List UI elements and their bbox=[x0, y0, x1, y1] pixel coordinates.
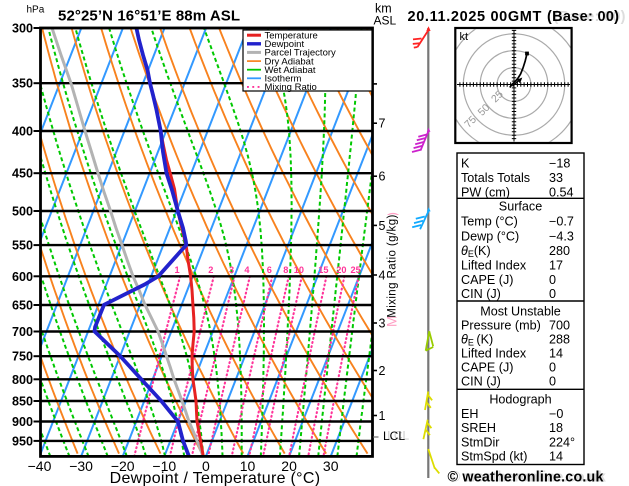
svg-text:700: 700 bbox=[12, 325, 33, 339]
svg-text:30: 30 bbox=[323, 458, 339, 474]
svg-text:400: 400 bbox=[12, 125, 33, 139]
svg-text:350: 350 bbox=[12, 77, 33, 91]
svg-text:800: 800 bbox=[12, 373, 33, 387]
svg-text:PW (cm): PW (cm) bbox=[461, 186, 510, 200]
svg-text:3: 3 bbox=[229, 265, 234, 275]
svg-text:6: 6 bbox=[379, 170, 386, 184]
svg-text:EH: EH bbox=[461, 407, 479, 421]
svg-text:300: 300 bbox=[12, 22, 33, 36]
svg-text:750: 750 bbox=[12, 350, 33, 364]
svg-text:θE(K): θE(K) bbox=[461, 244, 491, 259]
svg-text:CIN (J): CIN (J) bbox=[461, 287, 501, 301]
svg-text:kt: kt bbox=[460, 31, 469, 43]
svg-text:−40: −40 bbox=[28, 458, 52, 474]
svg-text:2: 2 bbox=[379, 364, 386, 378]
svg-text:Surface: Surface bbox=[499, 200, 542, 214]
svg-text:−18: −18 bbox=[549, 157, 570, 171]
svg-text:−20: −20 bbox=[111, 458, 135, 474]
svg-text:Dewp (°C): Dewp (°C) bbox=[461, 230, 519, 244]
svg-text:224°: 224° bbox=[549, 436, 575, 450]
svg-text:17: 17 bbox=[549, 259, 563, 273]
svg-text:0: 0 bbox=[549, 375, 556, 389]
svg-text:θE (K): θE (K) bbox=[461, 333, 493, 348]
svg-text:CAPE (J): CAPE (J) bbox=[461, 361, 513, 375]
svg-text:0.54: 0.54 bbox=[549, 186, 574, 200]
svg-text:(Base: 00): (Base: 00) bbox=[554, 9, 626, 25]
svg-text:−0: −0 bbox=[549, 407, 563, 421]
svg-text:−0.7: −0.7 bbox=[549, 215, 574, 229]
svg-text:−4.3: −4.3 bbox=[549, 230, 574, 244]
svg-text:Lifted Index: Lifted Index bbox=[461, 259, 527, 273]
svg-text:−30: −30 bbox=[69, 458, 93, 474]
svg-text:500: 500 bbox=[12, 205, 33, 219]
svg-text:14: 14 bbox=[549, 450, 563, 464]
svg-text:5: 5 bbox=[379, 219, 386, 233]
svg-text:950: 950 bbox=[12, 434, 33, 448]
svg-text:0: 0 bbox=[549, 361, 556, 375]
svg-text:850: 850 bbox=[12, 395, 33, 409]
svg-text:1: 1 bbox=[175, 265, 180, 275]
svg-text:Lifted Index: Lifted Index bbox=[461, 347, 527, 361]
svg-text:Most Unstable: Most Unstable bbox=[480, 305, 561, 319]
svg-text:3: 3 bbox=[379, 317, 386, 331]
svg-text:StmDir: StmDir bbox=[461, 436, 499, 450]
svg-text:4: 4 bbox=[244, 265, 250, 275]
svg-text:10: 10 bbox=[294, 265, 304, 275]
svg-text:0: 0 bbox=[202, 458, 210, 474]
svg-text:33: 33 bbox=[549, 171, 563, 185]
svg-text:1: 1 bbox=[379, 409, 386, 423]
svg-text:20: 20 bbox=[336, 265, 346, 275]
svg-text:Totals Totals: Totals Totals bbox=[461, 171, 530, 185]
svg-text:25: 25 bbox=[350, 265, 360, 275]
svg-text:Pressure (mb): Pressure (mb) bbox=[461, 319, 541, 333]
svg-text:km: km bbox=[375, 2, 392, 16]
svg-text:Wet Adiabat: Wet Adiabat bbox=[265, 65, 316, 76]
svg-text:K: K bbox=[461, 157, 470, 171]
svg-text:Dewpoint / Temperature (°C): Dewpoint / Temperature (°C) bbox=[110, 470, 321, 486]
svg-text:900: 900 bbox=[12, 415, 33, 429]
svg-text:0: 0 bbox=[549, 287, 556, 301]
svg-text:15: 15 bbox=[318, 265, 328, 275]
svg-text:LCL: LCL bbox=[383, 429, 405, 443]
svg-text:Parcel Trajectory: Parcel Trajectory bbox=[265, 48, 337, 59]
svg-text:ASL: ASL bbox=[374, 14, 397, 28]
svg-text:6: 6 bbox=[267, 265, 272, 275]
svg-text:Mixing Ratio (g/kg): Mixing Ratio (g/kg) bbox=[387, 214, 399, 317]
svg-text:CAPE (J): CAPE (J) bbox=[461, 273, 513, 287]
svg-text:700: 700 bbox=[549, 319, 570, 333]
svg-text:450: 450 bbox=[12, 167, 33, 181]
svg-text:Isotherm: Isotherm bbox=[265, 74, 302, 85]
svg-text:Dewpoint: Dewpoint bbox=[265, 39, 305, 50]
svg-text:Temperature: Temperature bbox=[265, 31, 318, 42]
svg-text:52°25’N 16°51’E 88m ASL: 52°25’N 16°51’E 88m ASL bbox=[58, 8, 240, 25]
svg-text:8: 8 bbox=[283, 265, 288, 275]
svg-text:Hodograph: Hodograph bbox=[489, 393, 551, 407]
svg-text:20: 20 bbox=[281, 458, 297, 474]
svg-text:0: 0 bbox=[549, 273, 556, 287]
svg-text:550: 550 bbox=[12, 239, 33, 253]
svg-text:4: 4 bbox=[379, 269, 386, 283]
svg-text:Dry Adiabat: Dry Adiabat bbox=[265, 56, 314, 67]
svg-text:© weatheronline.co.uk: © weatheronline.co.uk bbox=[448, 470, 604, 486]
svg-text:7: 7 bbox=[379, 117, 386, 131]
svg-text:20.11.2025 00GMT: 20.11.2025 00GMT bbox=[408, 9, 543, 25]
svg-text:10: 10 bbox=[240, 458, 256, 474]
svg-text:280: 280 bbox=[549, 244, 570, 258]
svg-text:SREH: SREH bbox=[461, 421, 496, 435]
svg-text:StmSpd (kt): StmSpd (kt) bbox=[461, 450, 527, 464]
svg-text:Mixing Ratio: Mixing Ratio bbox=[265, 82, 317, 93]
svg-text:288: 288 bbox=[549, 333, 570, 347]
svg-text:14: 14 bbox=[549, 347, 563, 361]
svg-text:2: 2 bbox=[208, 265, 213, 275]
svg-text:LCL: LCL bbox=[387, 429, 409, 443]
svg-text:hPa: hPa bbox=[27, 5, 45, 16]
svg-text:© weatheronline.co.uk: © weatheronline.co.uk bbox=[450, 470, 606, 486]
svg-text:CIN (J): CIN (J) bbox=[461, 375, 501, 389]
svg-text:(Base: 00): (Base: 00) bbox=[547, 9, 619, 25]
svg-text:Temp (°C): Temp (°C) bbox=[461, 215, 518, 229]
svg-text:650: 650 bbox=[12, 299, 33, 313]
svg-text:−10: −10 bbox=[152, 458, 176, 474]
svg-text:600: 600 bbox=[12, 270, 33, 284]
svg-text:18: 18 bbox=[549, 421, 563, 435]
